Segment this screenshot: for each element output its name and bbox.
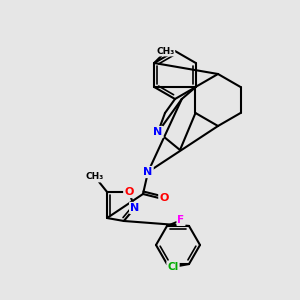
Text: CH₃: CH₃ — [86, 172, 104, 182]
Text: F: F — [177, 215, 184, 225]
Text: Cl: Cl — [167, 262, 178, 272]
Text: N: N — [143, 167, 153, 177]
Text: N: N — [153, 127, 163, 137]
Text: O: O — [159, 193, 169, 203]
Text: O: O — [124, 187, 134, 197]
Text: CH₃: CH₃ — [156, 46, 174, 56]
Text: N: N — [130, 203, 140, 213]
